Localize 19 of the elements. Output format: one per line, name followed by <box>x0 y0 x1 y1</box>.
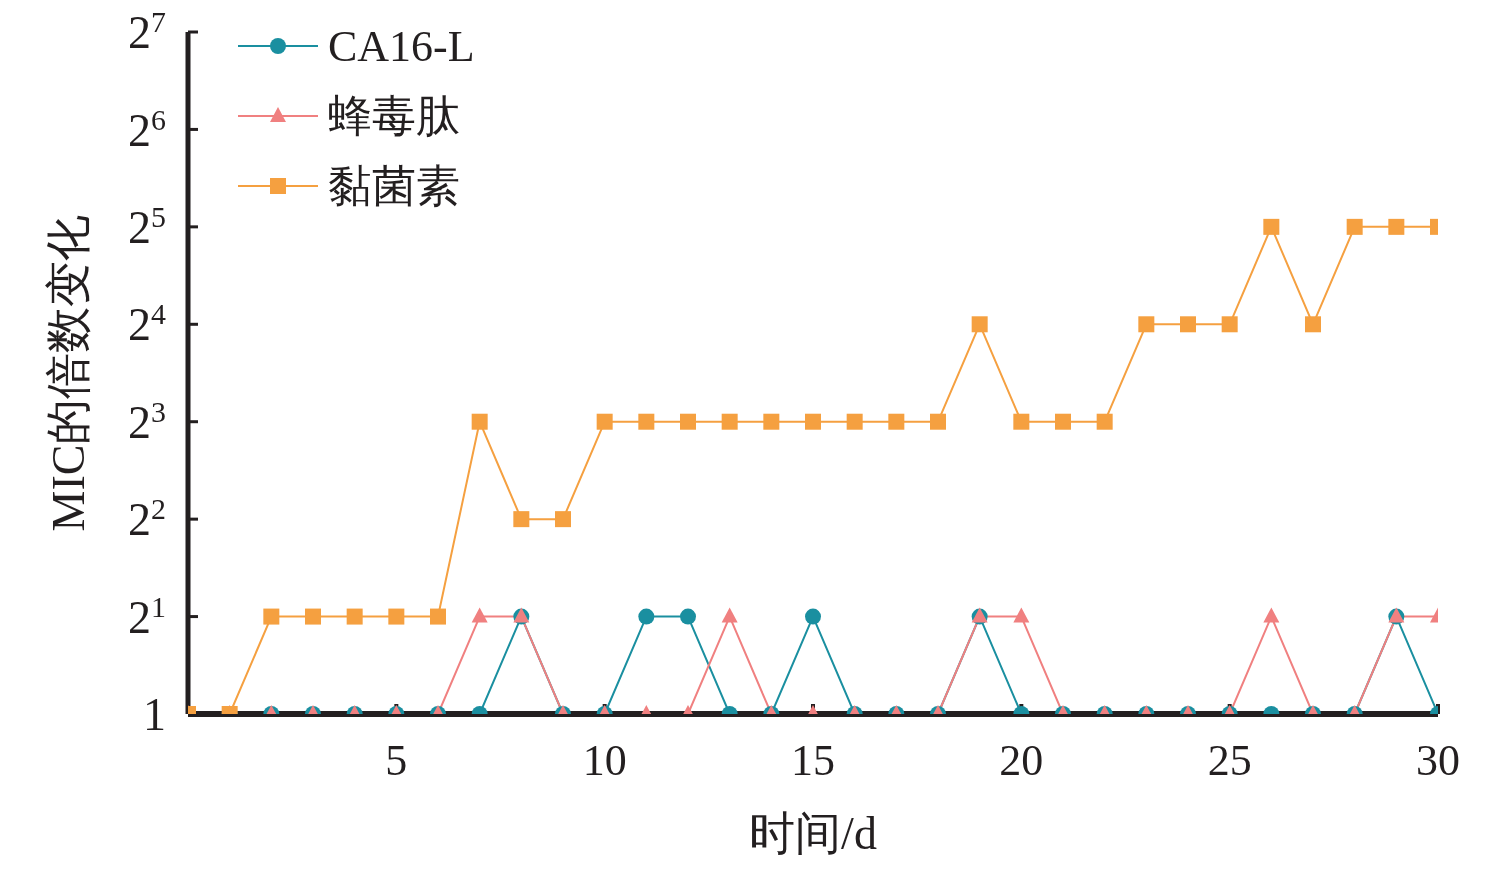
x-tick-label: 25 <box>1207 736 1252 786</box>
y-tick-label: 2$^{2}$ <box>128 491 166 546</box>
legend-label: 黏菌素 <box>328 162 460 212</box>
y-tick-label: 2$^{4}$ <box>128 296 167 351</box>
x-tick-label: 20 <box>999 736 1044 786</box>
x-tick-label: 10 <box>582 736 627 786</box>
y-tick-label: 2$^{7}$ <box>128 4 167 59</box>
y-axis-title: MIC的倍数变化 <box>43 214 95 532</box>
y-tick-label: 2$^{5}$ <box>128 199 166 253</box>
y-tick-label: 2$^{1}$ <box>128 589 166 643</box>
x-tick-label: 30 <box>1416 736 1460 786</box>
legend-label: 蜂毒肽 <box>328 92 460 142</box>
x-axis-title: 时间/d <box>749 808 877 859</box>
x-tick-label: 15 <box>791 736 835 786</box>
legend-label: CA16-L <box>328 22 475 72</box>
y-tick-label: 2$^{3}$ <box>128 394 166 448</box>
x-tick-label: 5 <box>385 736 408 786</box>
y-tick-label: 1 <box>143 689 166 741</box>
y-tick-label: 2$^{6}$ <box>128 102 167 156</box>
